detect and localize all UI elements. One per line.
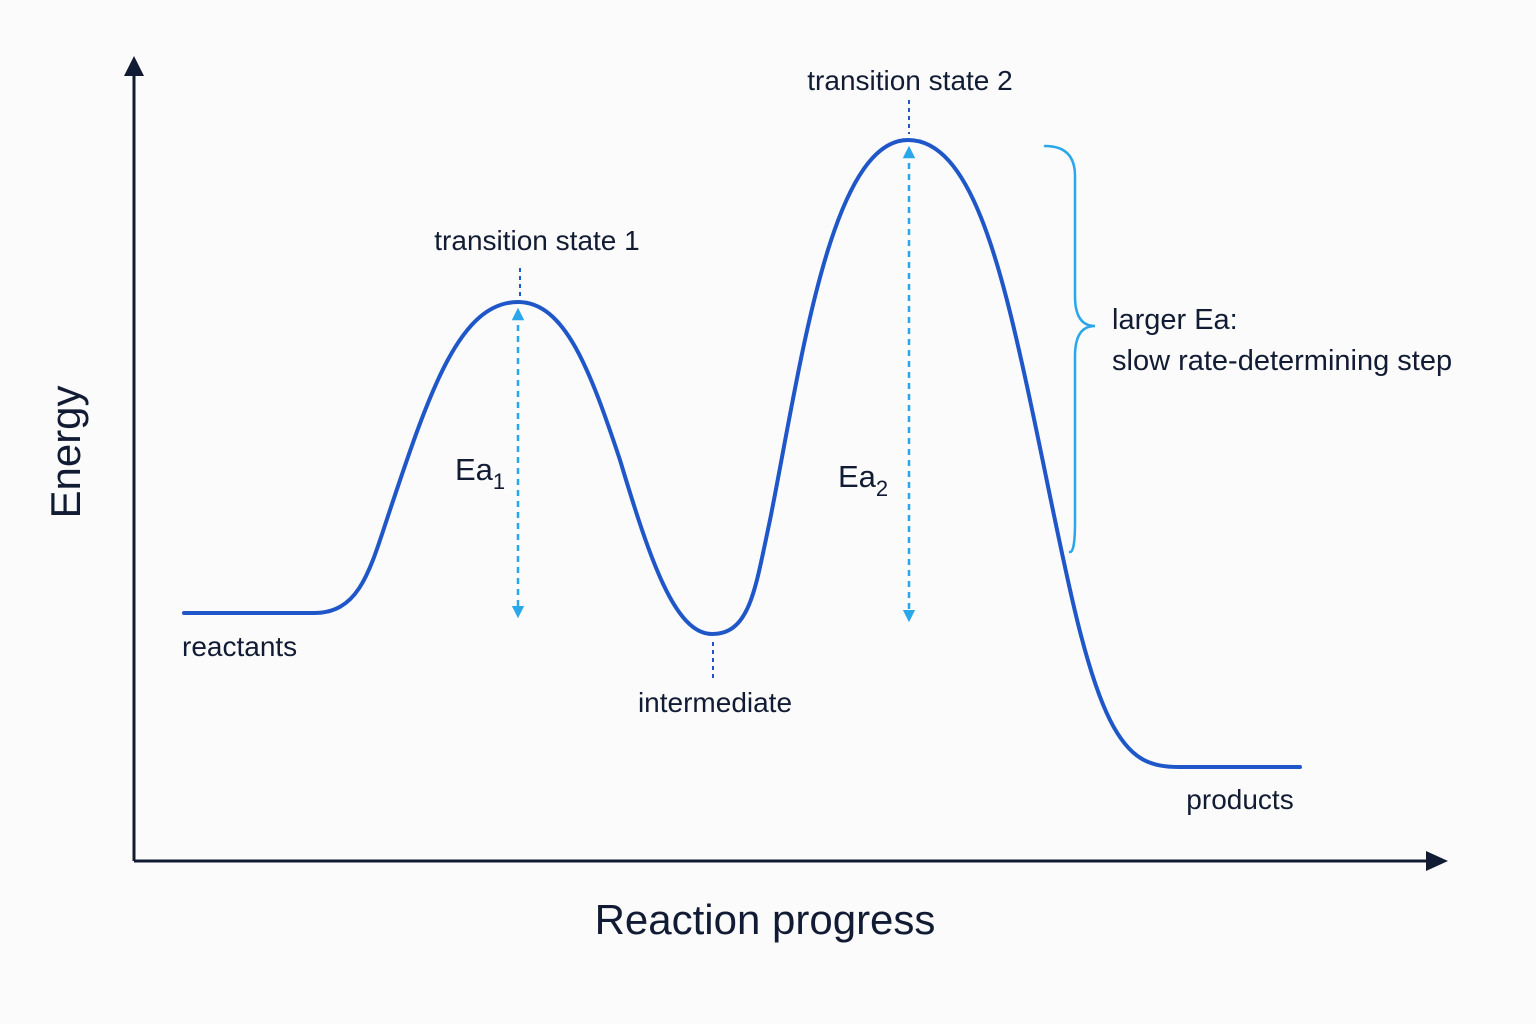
- ea1-subscript: 1: [493, 469, 505, 494]
- annotation-line-2: slow rate-determining step: [1112, 345, 1452, 377]
- reactants-label: reactants: [182, 631, 297, 662]
- intermediate-label: intermediate: [638, 687, 792, 718]
- x-axis-arrowhead: [1426, 851, 1448, 871]
- ea1-base: Ea: [455, 452, 494, 487]
- y-axis-arrowhead: [124, 56, 144, 76]
- x-axis-label: Reaction progress: [595, 896, 936, 943]
- curly-bracket: [1043, 144, 1096, 554]
- transition-state-2-label: transition state 2: [807, 65, 1012, 96]
- ea2-subscript: 2: [876, 476, 888, 501]
- ea2-label: Ea2: [838, 459, 888, 501]
- ea2-base: Ea: [838, 459, 877, 494]
- energy-curve: [182, 138, 1302, 769]
- transition-state-1-label: transition state 1: [434, 225, 639, 256]
- y-axis-label: Energy: [42, 385, 89, 518]
- ea1-label: Ea1: [455, 452, 505, 494]
- products-label: products: [1186, 784, 1293, 815]
- annotation-line-1: larger Ea:: [1112, 304, 1238, 336]
